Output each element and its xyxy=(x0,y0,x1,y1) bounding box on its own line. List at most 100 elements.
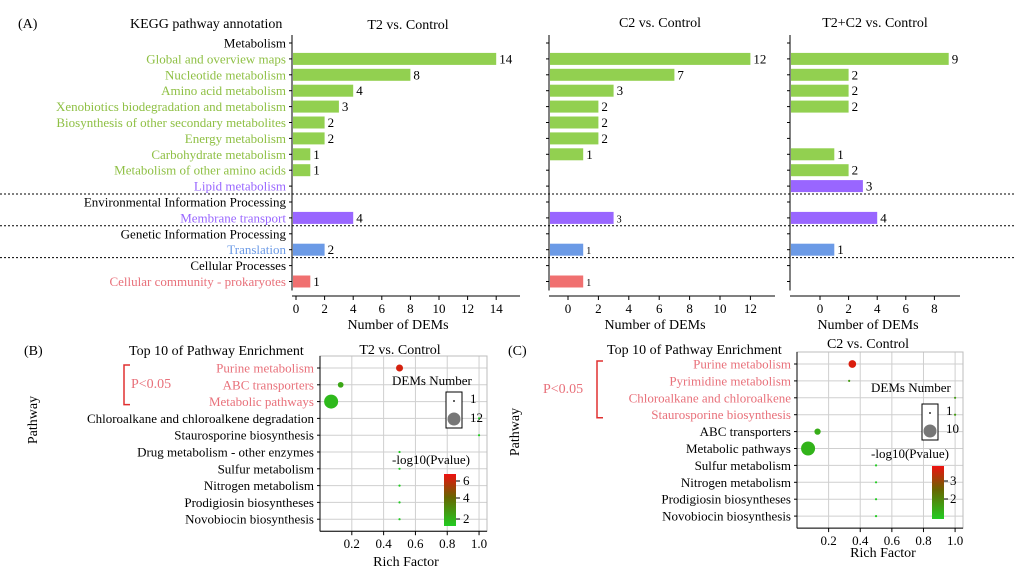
bar-value-label: 2 xyxy=(852,83,859,98)
bar-value-label: 7 xyxy=(677,67,684,82)
pathway-label: Cellular community - prokaryotes xyxy=(109,274,286,289)
data-point xyxy=(848,379,851,382)
panel-b-title: T2 vs. Control xyxy=(359,343,440,358)
x-tick-label: 1.0 xyxy=(947,533,963,548)
color-legend-bar xyxy=(932,466,944,519)
bar xyxy=(293,68,411,81)
data-point xyxy=(874,481,878,484)
panel-b-color-tick-1: 6 xyxy=(463,473,470,488)
x-tick-label: 0.6 xyxy=(884,533,901,548)
panel-b-size-legend-large: 12 xyxy=(470,410,483,425)
bar-value-label: 12 xyxy=(753,51,766,66)
data-point xyxy=(398,501,401,504)
bar xyxy=(550,100,599,113)
bar-chart-2-title: C2 vs. Control xyxy=(619,16,701,31)
panel-b-color-legend-title: -log10(Pvalue) xyxy=(392,452,470,467)
pathway-label: Pyrimidine metabolism xyxy=(669,373,791,388)
bar-value-label: 1 xyxy=(586,246,591,257)
panel-c-xlabel: Rich Factor xyxy=(850,546,916,561)
bar xyxy=(550,132,599,145)
bar-value-label: 8 xyxy=(413,67,420,82)
data-point xyxy=(801,441,816,456)
bar-chart-3-title: T2+C2 vs. Control xyxy=(822,16,928,31)
bar xyxy=(293,116,325,129)
bar-value-label: 2 xyxy=(328,115,335,130)
panel-c-color-legend-title: -log10(Pvalue) xyxy=(871,446,949,461)
x-tick-label: 10 xyxy=(714,301,727,316)
pathway-label: Biosynthesis of other secondary metaboli… xyxy=(56,115,286,130)
bar-value-label: 1 xyxy=(837,147,844,162)
pathway-label: Xenobiotics biodegradation and metabolis… xyxy=(56,99,286,114)
x-tick-label: 0.6 xyxy=(407,536,424,551)
bar xyxy=(293,164,311,177)
bar xyxy=(550,148,584,161)
bar xyxy=(293,84,354,97)
section-label: Metabolism xyxy=(224,36,286,51)
pathway-label: Chloroalkane and chloroalkene xyxy=(629,390,792,405)
bar-value-label: 1 xyxy=(586,147,593,162)
bar-value-label: 3 xyxy=(342,99,349,114)
panel-b-color-tick-2: 4 xyxy=(463,490,470,505)
pathway-label: Purine metabolism xyxy=(216,361,314,376)
bar-chart-3-xlabel: Number of DEMs xyxy=(817,318,918,333)
panel-c-tag: (C) xyxy=(508,344,527,359)
bar-value-label: 2 xyxy=(601,115,608,130)
bar xyxy=(293,243,325,256)
panel-c-ylabel: Pathway xyxy=(508,408,523,456)
bar-value-label: 2 xyxy=(601,131,608,146)
pathway-label: ABC transporters xyxy=(700,424,791,439)
bar-value-label: 2 xyxy=(852,163,859,178)
bar-value-label: 1 xyxy=(586,278,591,289)
panel-b-xlabel: Rich Factor xyxy=(373,555,439,568)
bar xyxy=(550,84,614,97)
bar-value-label: 3 xyxy=(866,179,873,194)
x-tick-label: 12 xyxy=(461,301,474,316)
pathway-label: Nitrogen metabolism xyxy=(681,475,791,490)
bar xyxy=(550,243,584,256)
pathway-label: Novobiocin biosynthesis xyxy=(662,509,791,524)
x-tick-label: 1.0 xyxy=(471,536,487,551)
x-tick-label: 8 xyxy=(407,301,414,316)
size-legend-dot-large xyxy=(447,412,461,426)
x-tick-label: 4 xyxy=(874,301,881,316)
panel-c-title: C2 vs. Control xyxy=(827,337,909,352)
panel-a-header: KEGG pathway annotation xyxy=(130,17,282,32)
data-point xyxy=(337,381,344,388)
bar xyxy=(550,52,751,65)
bar xyxy=(791,243,835,256)
x-tick-label: 4 xyxy=(350,301,357,316)
data-point xyxy=(874,498,878,501)
bar-value-label: 4 xyxy=(356,210,363,225)
panel-b-ylabel: Pathway xyxy=(26,396,41,444)
size-legend-dot-small xyxy=(453,400,455,402)
panel-b-size-legend-small: 1 xyxy=(470,391,477,406)
pathway-label: Chloroalkane and chloroalkene degradatio… xyxy=(87,411,315,426)
panel-b-header: Top 10 of Pathway Enrichment xyxy=(129,344,304,359)
pathway-label: Staurosporine biosynthesis xyxy=(174,428,314,443)
bar-chart-1-xlabel: Number of DEMs xyxy=(347,318,448,333)
significance-bracket xyxy=(123,364,130,406)
x-tick-label: 2 xyxy=(595,301,602,316)
bar xyxy=(791,52,949,65)
bar-value-label: 3 xyxy=(617,214,622,225)
bar xyxy=(791,211,878,224)
x-tick-label: 4 xyxy=(626,301,633,316)
bar-value-label: 2 xyxy=(328,242,335,257)
pathway-label: Sulfur metabolism xyxy=(218,461,314,476)
bar xyxy=(293,275,311,288)
pathway-label: Carbohydrate metabolism xyxy=(151,147,286,162)
pathway-label: Prodigiosin biosyntheses xyxy=(184,495,314,510)
bar xyxy=(293,100,339,113)
panel-c-size-legend-small: 1 xyxy=(946,403,953,418)
bar xyxy=(550,211,614,224)
data-point xyxy=(848,360,857,368)
panel-c-header: Top 10 of Pathway Enrichment xyxy=(607,343,782,358)
pathway-label: Global and overview maps xyxy=(146,51,286,66)
x-tick-label: 0.2 xyxy=(820,533,836,548)
x-tick-label: 0.2 xyxy=(344,536,360,551)
x-tick-label: 8 xyxy=(931,301,938,316)
panel-c-color-tick-1: 3 xyxy=(950,473,957,488)
